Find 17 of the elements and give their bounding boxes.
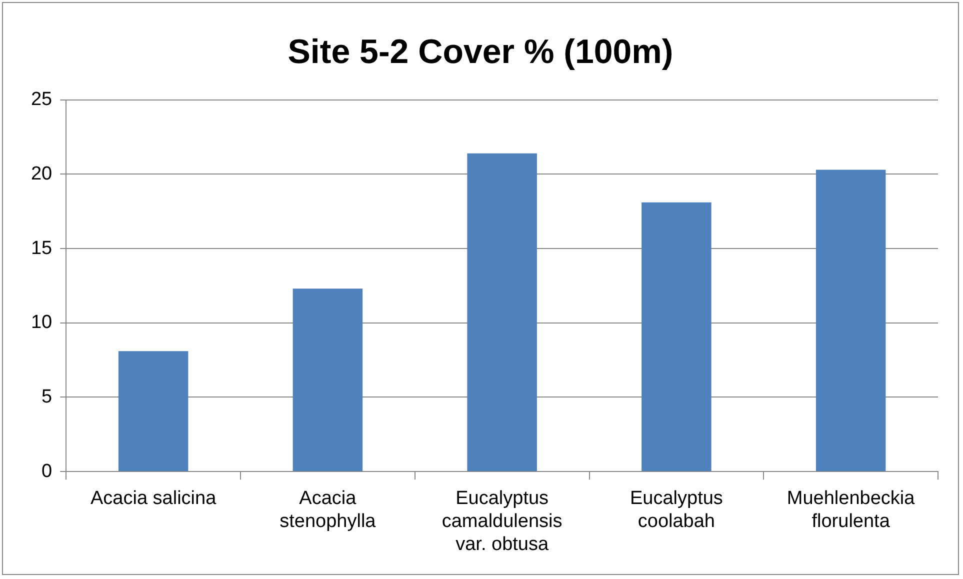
bar bbox=[467, 153, 537, 472]
y-tick-label: 0 bbox=[42, 460, 52, 482]
bar bbox=[118, 351, 188, 472]
bar bbox=[816, 170, 886, 472]
x-tick-label: Acacia salicina bbox=[90, 488, 217, 510]
y-tick-label: 10 bbox=[30, 312, 52, 334]
x-tick-label: Eucalyptus coolabah bbox=[630, 488, 723, 532]
y-tick-label: 5 bbox=[42, 386, 52, 408]
x-tick-label: Eucalyptus camaldulensis var. obtusa bbox=[442, 488, 562, 555]
bar bbox=[292, 288, 363, 472]
y-tick-label: 20 bbox=[30, 163, 52, 184]
y-tick-label: 15 bbox=[30, 238, 52, 259]
x-tick-label: Acacia stenophylla bbox=[280, 488, 376, 532]
bar bbox=[642, 202, 712, 472]
x-tick-label: Muehlenbeckia florulenta bbox=[786, 488, 916, 532]
y-tick-label: 25 bbox=[30, 89, 52, 110]
chart-title: Site 5-2 Cover % (100m) bbox=[288, 32, 674, 71]
